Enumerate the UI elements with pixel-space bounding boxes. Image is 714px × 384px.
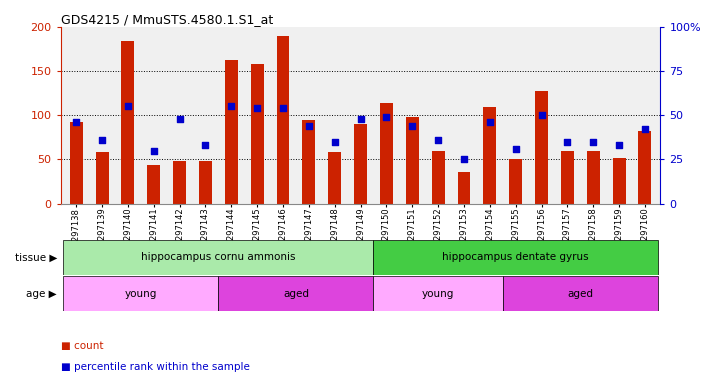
Bar <box>380 103 393 204</box>
Point <box>71 119 82 125</box>
Bar <box>458 172 471 204</box>
Point <box>277 105 288 111</box>
Point <box>200 142 211 148</box>
Bar <box>587 151 600 204</box>
Bar <box>432 151 445 204</box>
Point <box>536 112 547 118</box>
Bar <box>225 60 238 204</box>
Point <box>303 123 315 129</box>
Point <box>406 123 418 129</box>
Bar <box>64 276 218 311</box>
Bar <box>503 276 658 311</box>
Text: GDS4215 / MmuSTS.4580.1.S1_at: GDS4215 / MmuSTS.4580.1.S1_at <box>61 13 273 26</box>
Point <box>562 139 573 145</box>
Bar <box>303 121 316 204</box>
Point <box>639 126 650 132</box>
Point <box>381 114 392 120</box>
Bar <box>373 240 658 275</box>
Point <box>329 139 341 145</box>
Bar <box>121 41 134 204</box>
Bar <box>483 107 496 204</box>
Point <box>355 116 366 122</box>
Point <box>251 105 263 111</box>
Text: hippocampus cornu ammonis: hippocampus cornu ammonis <box>141 252 296 262</box>
Point <box>484 119 496 125</box>
Bar <box>561 151 574 204</box>
Text: ■ percentile rank within the sample: ■ percentile rank within the sample <box>61 362 250 372</box>
Bar <box>276 36 289 204</box>
Text: aged: aged <box>568 289 593 299</box>
Text: ■ count: ■ count <box>61 341 104 351</box>
Bar <box>147 165 160 204</box>
Point <box>458 156 470 162</box>
Bar <box>613 157 625 204</box>
Point <box>96 137 108 143</box>
Bar <box>251 64 263 204</box>
Bar <box>638 131 651 204</box>
Text: age ▶: age ▶ <box>26 289 57 299</box>
Bar <box>406 117 418 204</box>
Point <box>226 103 237 109</box>
Bar <box>509 159 522 204</box>
Bar <box>199 161 212 204</box>
Text: young: young <box>125 289 157 299</box>
Text: hippocampus dentate gyrus: hippocampus dentate gyrus <box>443 252 589 262</box>
Point <box>588 139 599 145</box>
Bar <box>354 124 367 204</box>
Bar <box>70 122 83 204</box>
Text: young: young <box>422 289 454 299</box>
Bar <box>328 152 341 204</box>
Bar <box>96 152 109 204</box>
Bar <box>373 276 503 311</box>
Bar <box>173 161 186 204</box>
Bar <box>218 276 373 311</box>
Point <box>510 146 521 152</box>
Text: tissue ▶: tissue ▶ <box>15 252 57 262</box>
Point <box>174 116 186 122</box>
Point <box>148 147 159 154</box>
Bar <box>64 240 373 275</box>
Point <box>613 142 625 148</box>
Text: aged: aged <box>283 289 309 299</box>
Point <box>433 137 444 143</box>
Point <box>122 103 134 109</box>
Bar <box>535 91 548 204</box>
